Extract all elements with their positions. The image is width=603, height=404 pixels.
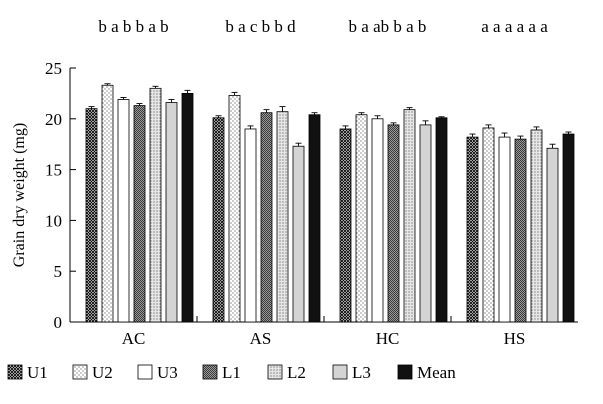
legend-label-u2: U2 [92, 363, 113, 382]
legend-label-l1: L1 [222, 363, 241, 382]
bar-l2-ac [149, 87, 162, 323]
bar-l3-as [292, 145, 305, 323]
bar-l2-hc [403, 109, 416, 323]
bar-mean-hs [562, 133, 575, 323]
significance-letters: b a b b a b b a c b b d b a ab b a b a a a … [98, 17, 548, 36]
legend-swatch-u1 [7, 364, 23, 380]
y-tick-label: 20 [45, 110, 62, 129]
legend-swatch-u3 [137, 364, 153, 380]
legend-swatch-mean [397, 364, 413, 380]
legend-label-l2: L2 [287, 363, 306, 382]
bar-mean-as [308, 114, 321, 323]
y-tick-label: 5 [54, 262, 63, 281]
significance-letters-hc: b a ab b a b [349, 17, 427, 36]
bar-l1-as [260, 112, 273, 323]
x-tick-label: HC [376, 329, 400, 348]
bar-mean-ac [181, 93, 194, 323]
bar-l3-ac [165, 102, 178, 323]
bar-u2-ac [101, 84, 114, 323]
bar-u1-ac [85, 108, 98, 323]
bar-u2-hc [355, 114, 368, 323]
legend-swatch-l3 [332, 364, 348, 380]
significance-letters-ac: b a b b a b [98, 17, 168, 36]
bar-u2-hs [482, 127, 495, 323]
y-tick-label: 0 [54, 313, 63, 332]
significance-letters-hs: a a a a a a [481, 17, 548, 36]
y-tick-label: 25 [45, 59, 62, 78]
legend-label-mean: Mean [417, 363, 456, 382]
bar-u1-as [212, 117, 225, 323]
bar-l3-hc [419, 124, 432, 323]
significance-letters-as: b a c b b d [225, 17, 296, 36]
legend-label-u3: U3 [157, 363, 178, 382]
y-axis-label: Grain dry weight (mg) [11, 123, 28, 267]
y-tick-label: 10 [45, 211, 62, 230]
legend-swatch-u2 [72, 364, 88, 380]
bar-l1-ac [133, 105, 146, 323]
bar-u3-ac [117, 99, 130, 323]
bar-u3-as [244, 128, 257, 323]
bar-l2-hs [530, 129, 543, 323]
bar-u1-hc [339, 128, 352, 323]
x-tick-label: AS [250, 329, 272, 348]
legend-swatch-l1 [202, 364, 218, 380]
bar-l2-as [276, 111, 289, 323]
bar-u2-as [228, 95, 241, 323]
x-tick-label: HS [504, 329, 526, 348]
legend-label-l3: L3 [352, 363, 371, 382]
bar-u3-hs [498, 136, 511, 323]
legend: U1 U2 U3 L1 L2 L3 Mean [7, 363, 456, 382]
bar-l1-hs [514, 138, 527, 323]
bar-mean-hc [435, 117, 448, 323]
x-ticks: AC AS HC HS [122, 316, 526, 348]
bar-u1-hs [466, 136, 479, 323]
y-ticks: 0 5 10 15 20 25 [45, 59, 76, 332]
y-tick-label: 15 [45, 161, 62, 180]
x-tick-label: AC [122, 329, 146, 348]
bar-u3-hc [371, 118, 384, 323]
bar-l1-hc [387, 124, 400, 323]
legend-swatch-l2 [267, 364, 283, 380]
legend-label-u1: U1 [27, 363, 48, 382]
bar-l3-hs [546, 147, 559, 323]
bars [85, 83, 575, 323]
